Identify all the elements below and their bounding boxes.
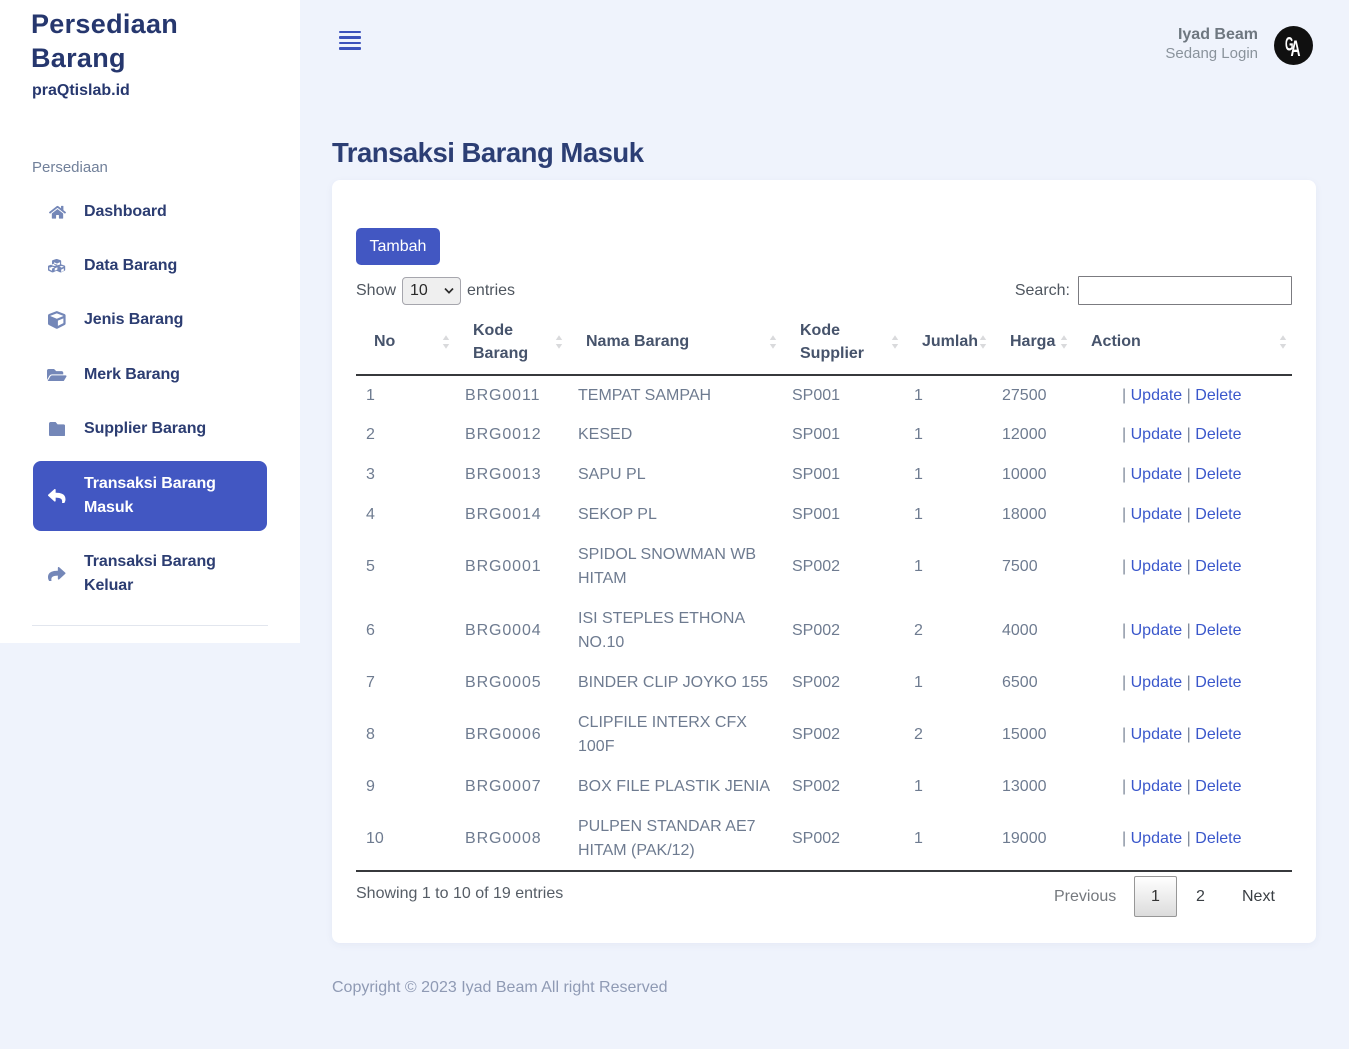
svg-text:A: A — [1291, 36, 1301, 61]
svg-text:G: G — [1285, 35, 1294, 56]
